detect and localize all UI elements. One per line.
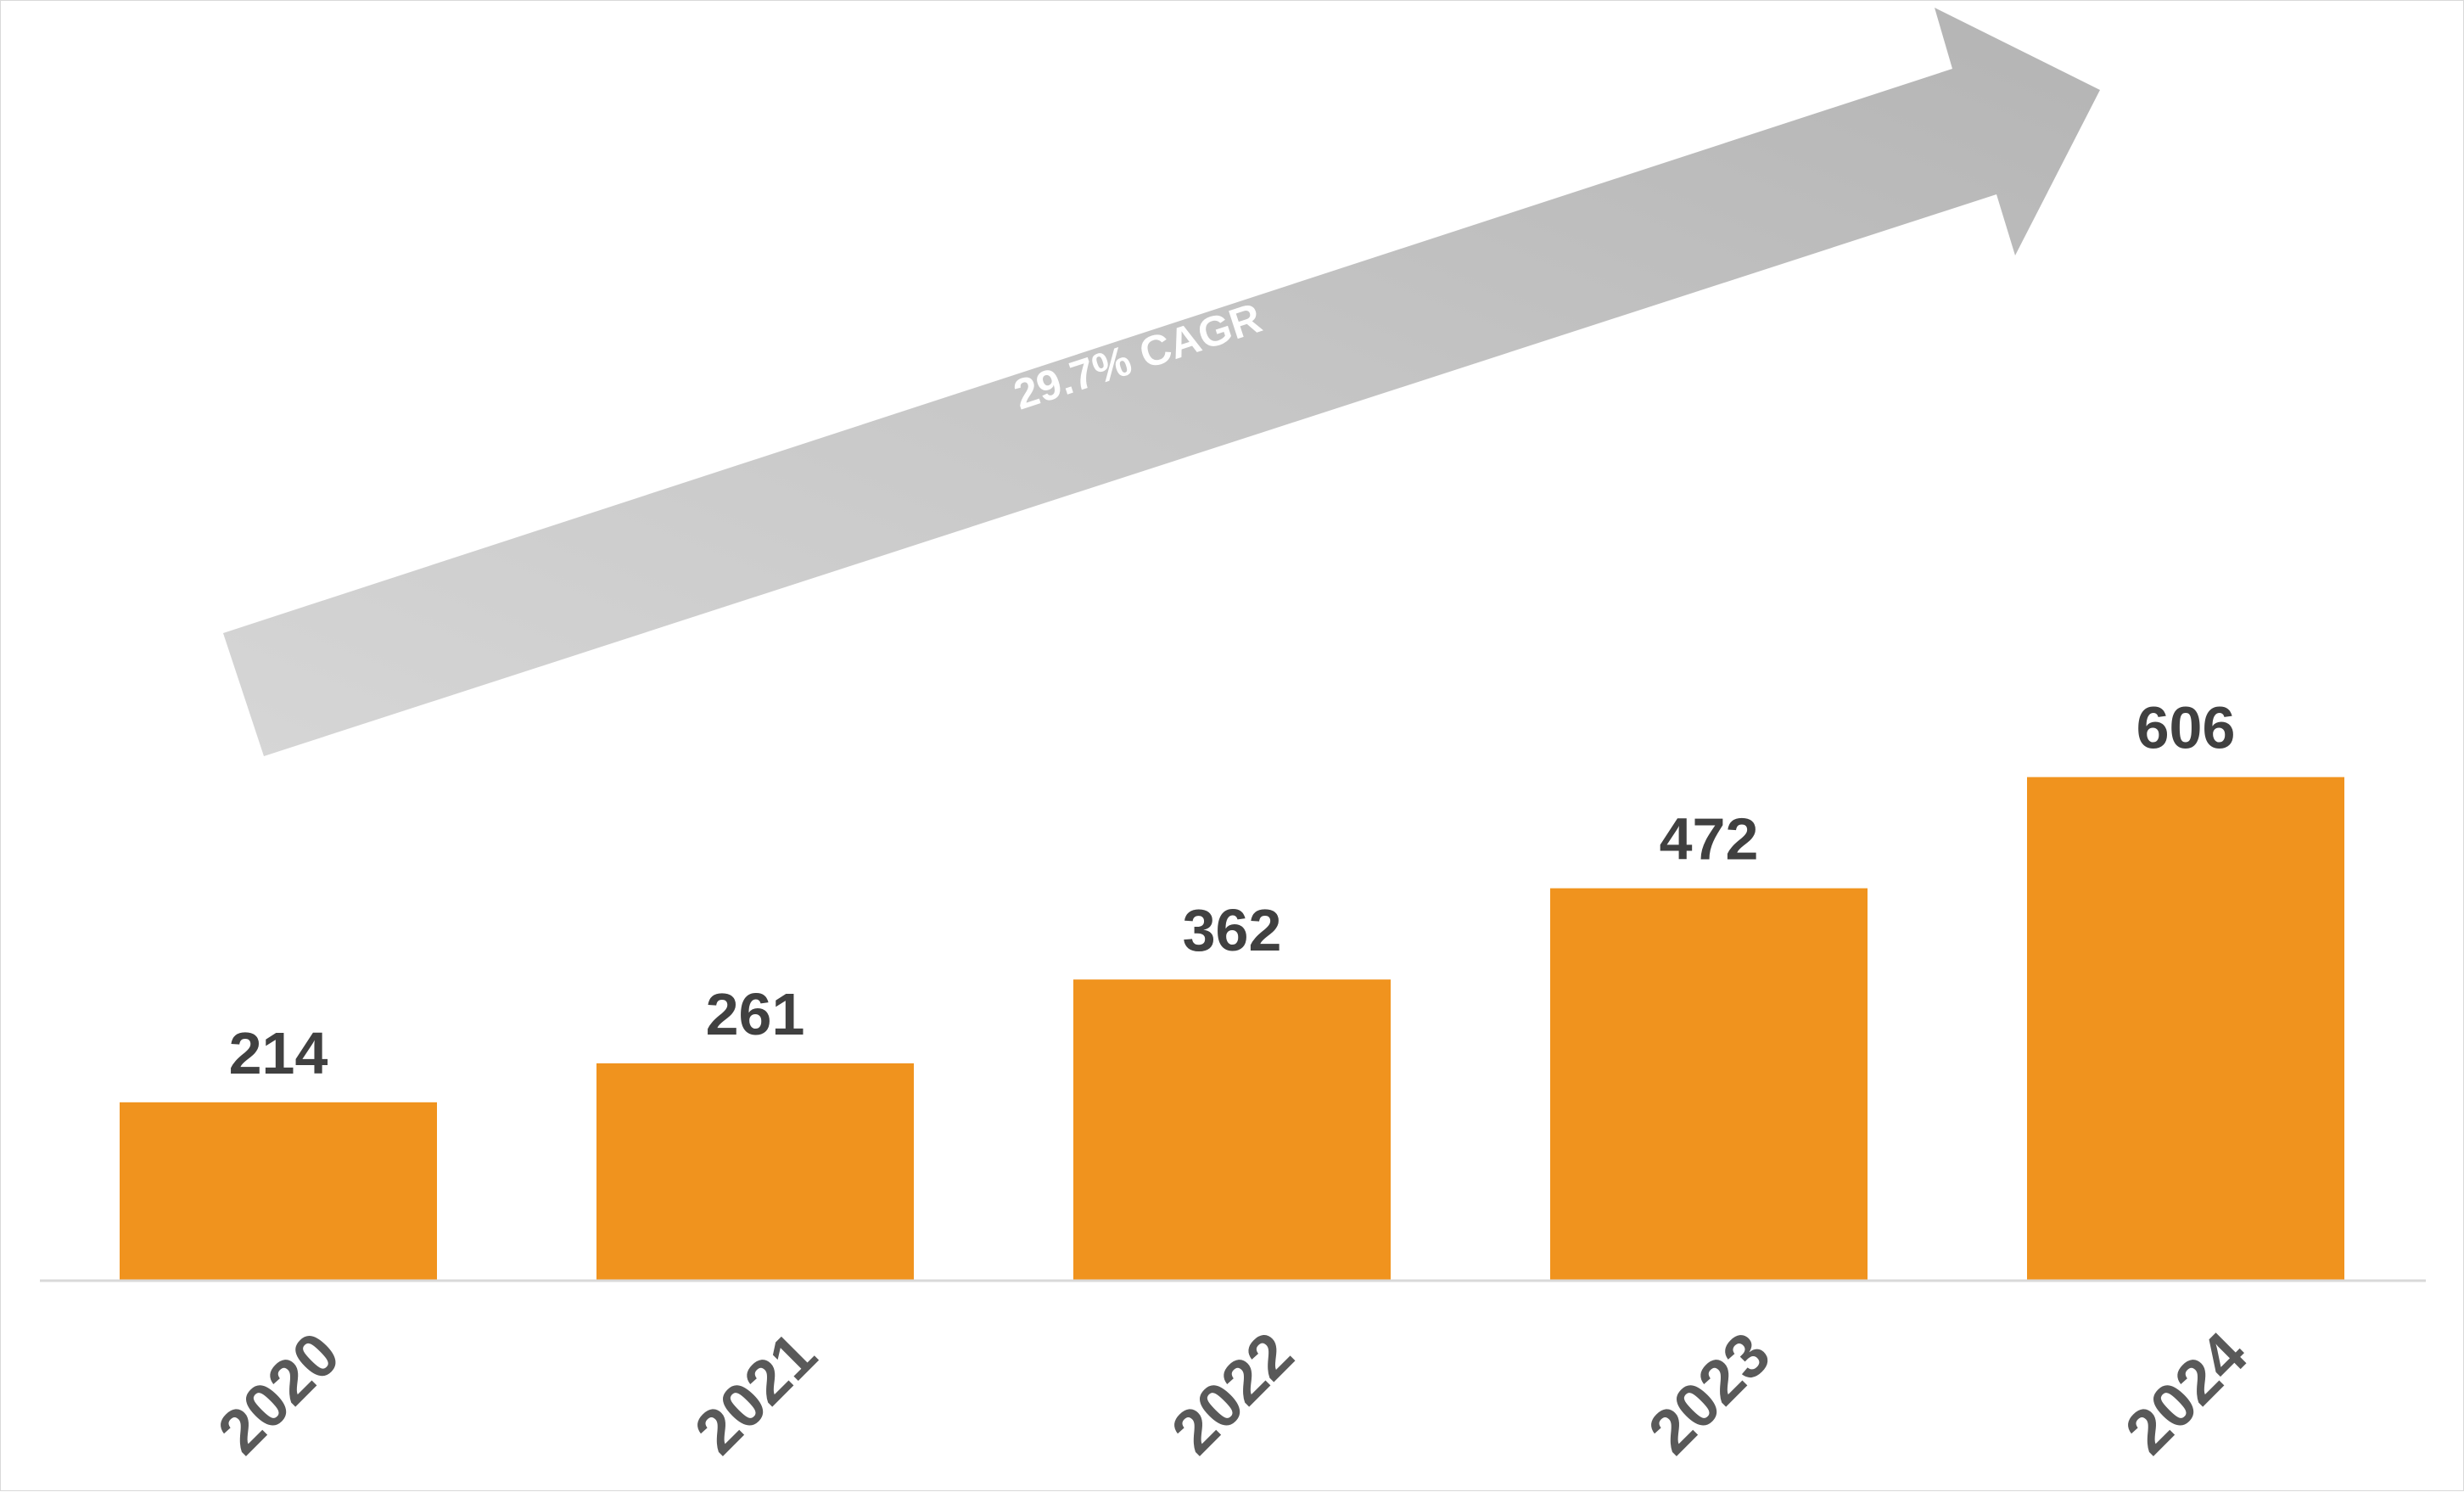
cagr-arrow: 29.7% CAGR — [223, 8, 2100, 756]
data-label-2022: 362 — [1183, 897, 1282, 963]
data-labels-layer: 214 261 362 472 606 — [229, 695, 2236, 1086]
bar-2023 — [1550, 888, 1868, 1280]
x-axis-ticks-layer: 2020 2021 2022 2023 2024 — [204, 1319, 2260, 1467]
bar-2022 — [1073, 979, 1391, 1280]
data-label-2024: 606 — [2136, 695, 2236, 761]
bar-2021 — [596, 1063, 914, 1280]
bars-layer — [120, 777, 2344, 1280]
cagr-arrow-shape — [223, 8, 2100, 756]
data-label-2021: 261 — [706, 981, 805, 1047]
x-tick-label-2023: 2023 — [1635, 1319, 1784, 1467]
data-label-2020: 214 — [229, 1020, 328, 1086]
x-tick-label-2021: 2021 — [681, 1319, 830, 1467]
x-tick-label-2020: 2020 — [204, 1319, 353, 1467]
x-tick-label-2022: 2022 — [1158, 1319, 1307, 1467]
bar-2020 — [120, 1102, 437, 1280]
data-label-2023: 472 — [1660, 806, 1759, 872]
bar-2024 — [2027, 777, 2344, 1280]
x-tick-label-2024: 2024 — [2112, 1319, 2260, 1467]
